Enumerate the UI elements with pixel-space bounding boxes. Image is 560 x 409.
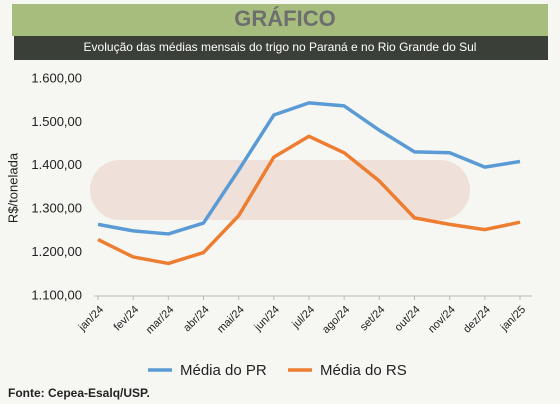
y-tick-label: 1.500,00 <box>31 114 82 129</box>
y-tick-label: 1.400,00 <box>31 157 82 172</box>
source: Fonte: Cepea-Esalq/USP. <box>8 386 150 400</box>
series-line <box>97 134 521 266</box>
watermark <box>90 160 470 220</box>
y-tick-label: 1.100,00 <box>31 287 82 302</box>
y-tick-label: 1.200,00 <box>31 244 82 259</box>
header-band <box>12 4 548 36</box>
legend-label: Média do PR <box>180 362 267 379</box>
series-line <box>97 101 521 236</box>
chart-title: Evolução das médias mensais do trigo no … <box>84 40 477 54</box>
y-tick-label: 1.600,00 <box>31 70 82 85</box>
title-band <box>14 36 548 60</box>
y-axis-label: R$/tonelada <box>5 152 20 223</box>
header: GRÁFICO <box>234 6 335 31</box>
legend-label: Média do RS <box>320 362 407 379</box>
y-tick-label: 1.300,00 <box>31 201 82 216</box>
